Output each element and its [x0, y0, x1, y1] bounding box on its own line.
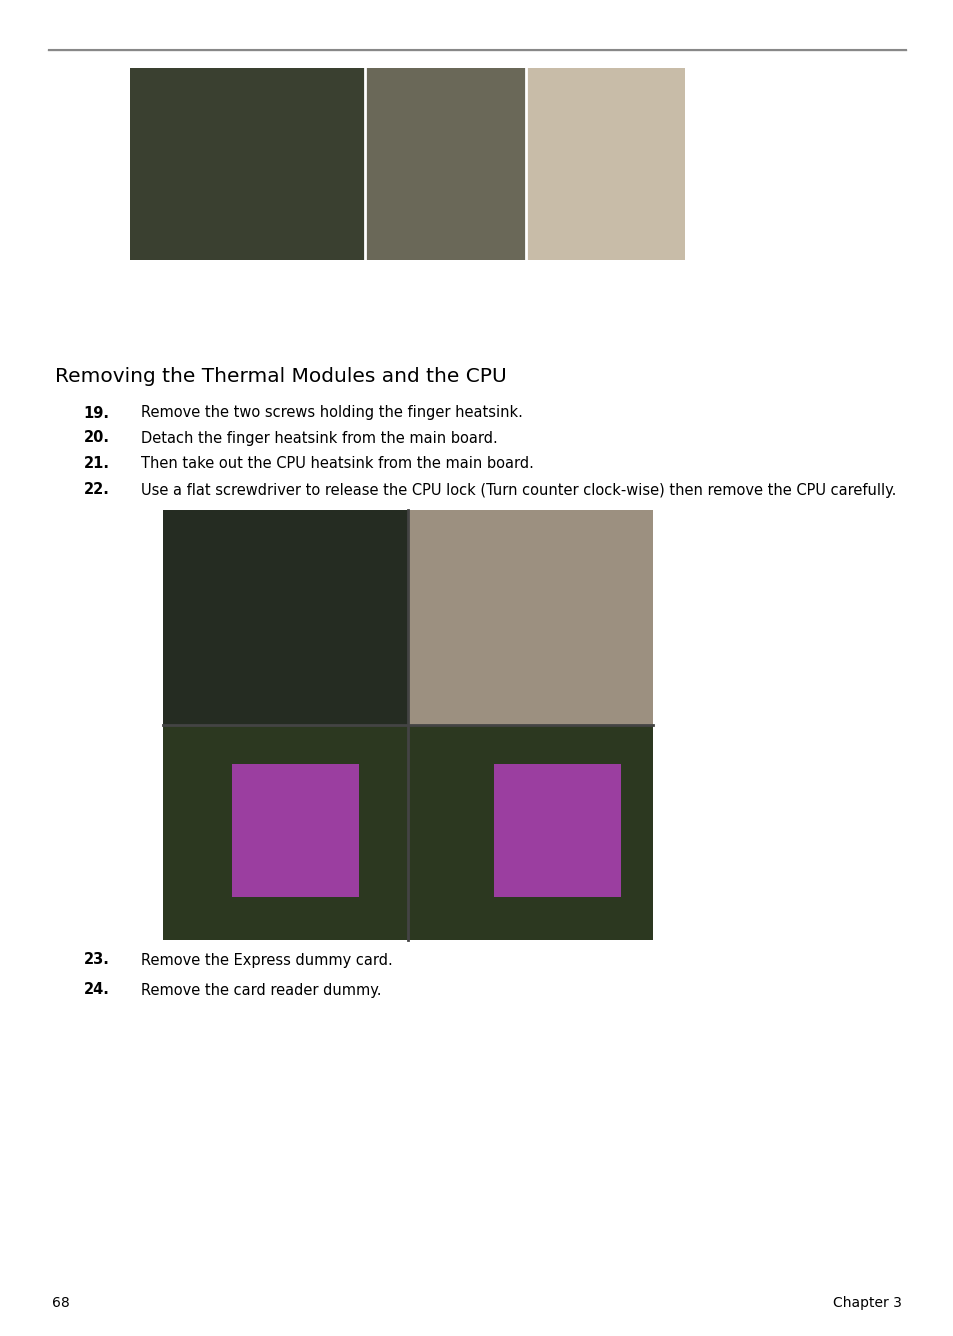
Bar [163, 725, 408, 941]
Text: Then take out the CPU heatsink from the main board.: Then take out the CPU heatsink from the … [141, 456, 534, 470]
Bar [408, 725, 652, 941]
Bar [525, 68, 684, 261]
Bar [408, 510, 652, 725]
Text: Use a flat screwdriver to release the CPU lock (Turn counter clock-wise) then re: Use a flat screwdriver to release the CP… [141, 482, 896, 497]
Bar [364, 68, 525, 261]
Text: Detach the finger heatsink from the main board.: Detach the finger heatsink from the main… [141, 430, 497, 445]
Bar [494, 764, 620, 896]
Bar [130, 68, 364, 261]
Bar [232, 764, 358, 896]
Text: 19.: 19. [84, 406, 110, 421]
Text: 22.: 22. [84, 482, 110, 497]
Text: 24.: 24. [84, 982, 110, 998]
Text: 23.: 23. [84, 953, 110, 967]
Text: 68: 68 [52, 1296, 71, 1309]
Text: Chapter 3: Chapter 3 [832, 1296, 901, 1309]
Bar [163, 510, 408, 725]
Text: 21.: 21. [84, 456, 110, 470]
Text: Removing the Thermal Modules and the CPU: Removing the Thermal Modules and the CPU [55, 367, 507, 386]
Text: Remove the Express dummy card.: Remove the Express dummy card. [141, 953, 393, 967]
Text: Remove the card reader dummy.: Remove the card reader dummy. [141, 982, 381, 998]
Text: 20.: 20. [84, 430, 110, 445]
Text: Remove the two screws holding the finger heatsink.: Remove the two screws holding the finger… [141, 406, 522, 421]
